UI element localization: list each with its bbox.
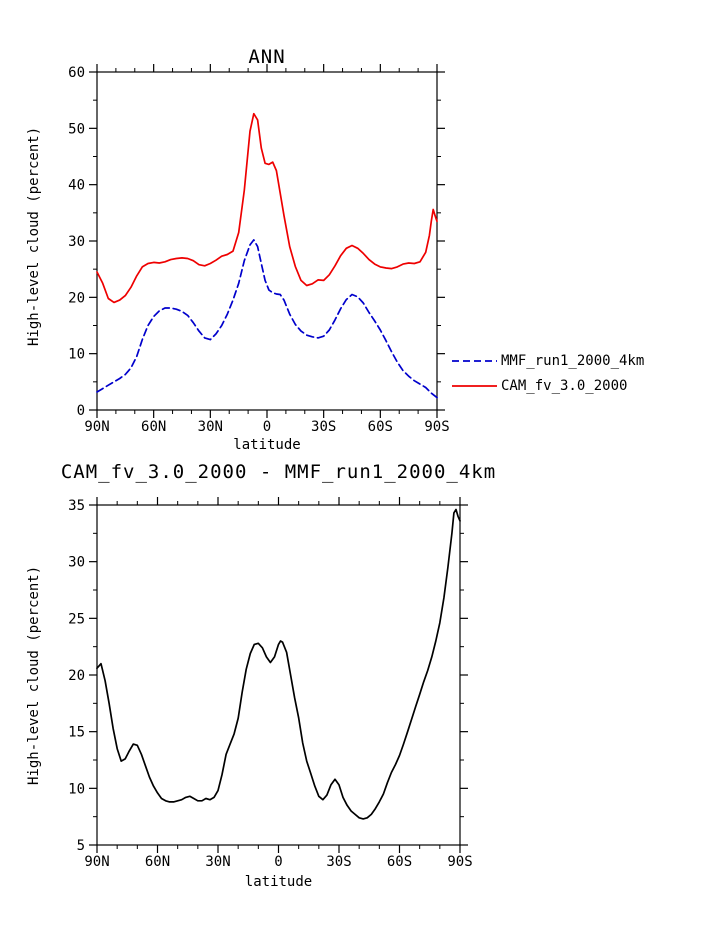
plot-frame [96,504,461,846]
chart-1: 90N 60N 30N 0 30S 60S 90S 5 10 15 20 25 30 35 [68,497,473,870]
y-tick-label: 15 [68,725,85,741]
y-tick-label: 10 [68,781,85,797]
x-tick-label: 30N [205,854,230,870]
x-tick-label: 60S [368,419,393,435]
x-tick-label: 60N [145,854,170,870]
x-tick-label: 60S [387,854,412,870]
y-tick-label: 40 [68,178,85,194]
series-line-difference [96,508,461,820]
x-tick-label: 60N [141,419,166,435]
y-tick-label: 10 [68,347,85,363]
plot-frame [96,71,438,411]
y-tick-label: 20 [68,668,85,684]
series-line-CAM_fv_3.0_2000 [96,112,438,304]
x-tick-label: 90S [424,419,449,435]
bottom-chart-y-axis-label: High-level cloud (percent) [26,565,42,785]
y-tick-label: 60 [68,65,85,81]
y-tick-label: 20 [68,290,85,306]
bottom-chart-x-axis-label: latitude [244,874,313,890]
y-tick-label: 35 [68,498,85,514]
x-tick-label: 0 [263,419,271,435]
x-tick-label: 90S [447,854,472,870]
top-chart-y-axis-label: High-level cloud (percent) [26,126,42,346]
chart-0: 90N 60N 30N 0 30S 60S 90S 0 10 20 30 40 50 60 [68,64,497,435]
x-tick-label: 90N [84,419,109,435]
legend-label-mmf: MMF_run1_2000_4km [501,353,645,369]
y-tick-label: 50 [68,121,85,137]
x-tick-label: 90N [84,854,109,870]
y-tick-label: 30 [68,234,85,250]
y-tick-label: 25 [68,611,85,627]
y-tick-label: 30 [68,555,85,571]
x-tick-label: 0 [274,854,282,870]
top-chart-title: ANN [248,46,286,68]
x-tick-label: 30S [326,854,351,870]
x-tick-label: 30N [198,419,223,435]
bottom-chart-title: CAM_fv_3.0_2000 - MMF_run1_2000_4km [60,461,497,483]
legend-label-cam: CAM_fv_3.0_2000 [501,378,628,394]
x-tick-label: 30S [311,419,336,435]
y-tick-label: 0 [77,403,85,419]
series-line-MMF_run1_2000_4km [96,239,438,399]
y-tick-label: 5 [77,838,85,854]
top-chart-x-axis-label: latitude [233,437,301,453]
